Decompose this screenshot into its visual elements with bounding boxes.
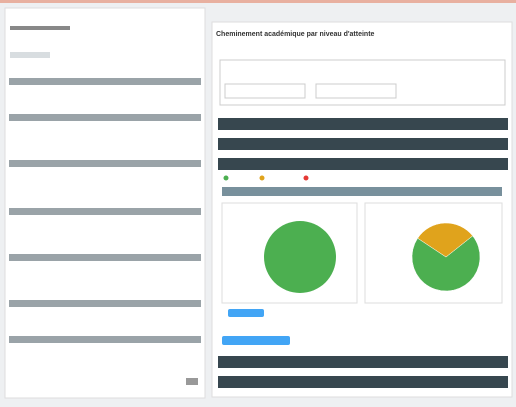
accordion-bar[interactable] bbox=[218, 138, 508, 150]
legend-swatch bbox=[259, 175, 265, 181]
pie-slice bbox=[411, 235, 481, 292]
tab[interactable] bbox=[10, 52, 50, 58]
top-strip bbox=[0, 0, 516, 3]
tab-bar[interactable] bbox=[222, 187, 502, 196]
section-bar bbox=[9, 254, 201, 261]
pie-slice bbox=[264, 221, 336, 293]
page-title: Cheminement académique par niveau d'atte… bbox=[216, 31, 375, 38]
section-bar bbox=[9, 336, 201, 343]
accordion-bar[interactable] bbox=[218, 376, 508, 388]
button[interactable] bbox=[186, 378, 198, 385]
legend-swatch bbox=[303, 175, 309, 181]
button[interactable] bbox=[222, 336, 290, 345]
section-bar bbox=[9, 300, 201, 307]
section-bar bbox=[9, 208, 201, 215]
pie-charts bbox=[264, 221, 481, 293]
select[interactable] bbox=[224, 83, 306, 99]
select[interactable] bbox=[315, 83, 397, 99]
pie-slice bbox=[417, 222, 473, 258]
legend-swatch bbox=[223, 175, 229, 181]
section-bar bbox=[9, 160, 201, 167]
section-bar bbox=[9, 114, 201, 121]
accordion-bar[interactable] bbox=[218, 118, 508, 130]
button[interactable] bbox=[228, 309, 264, 317]
left-panel bbox=[4, 7, 206, 399]
left-sections bbox=[9, 78, 201, 343]
accordion-bar[interactable] bbox=[218, 356, 508, 368]
text-placeholder bbox=[10, 26, 70, 30]
section-bar bbox=[9, 78, 201, 85]
accordion-bar[interactable] bbox=[218, 158, 508, 170]
